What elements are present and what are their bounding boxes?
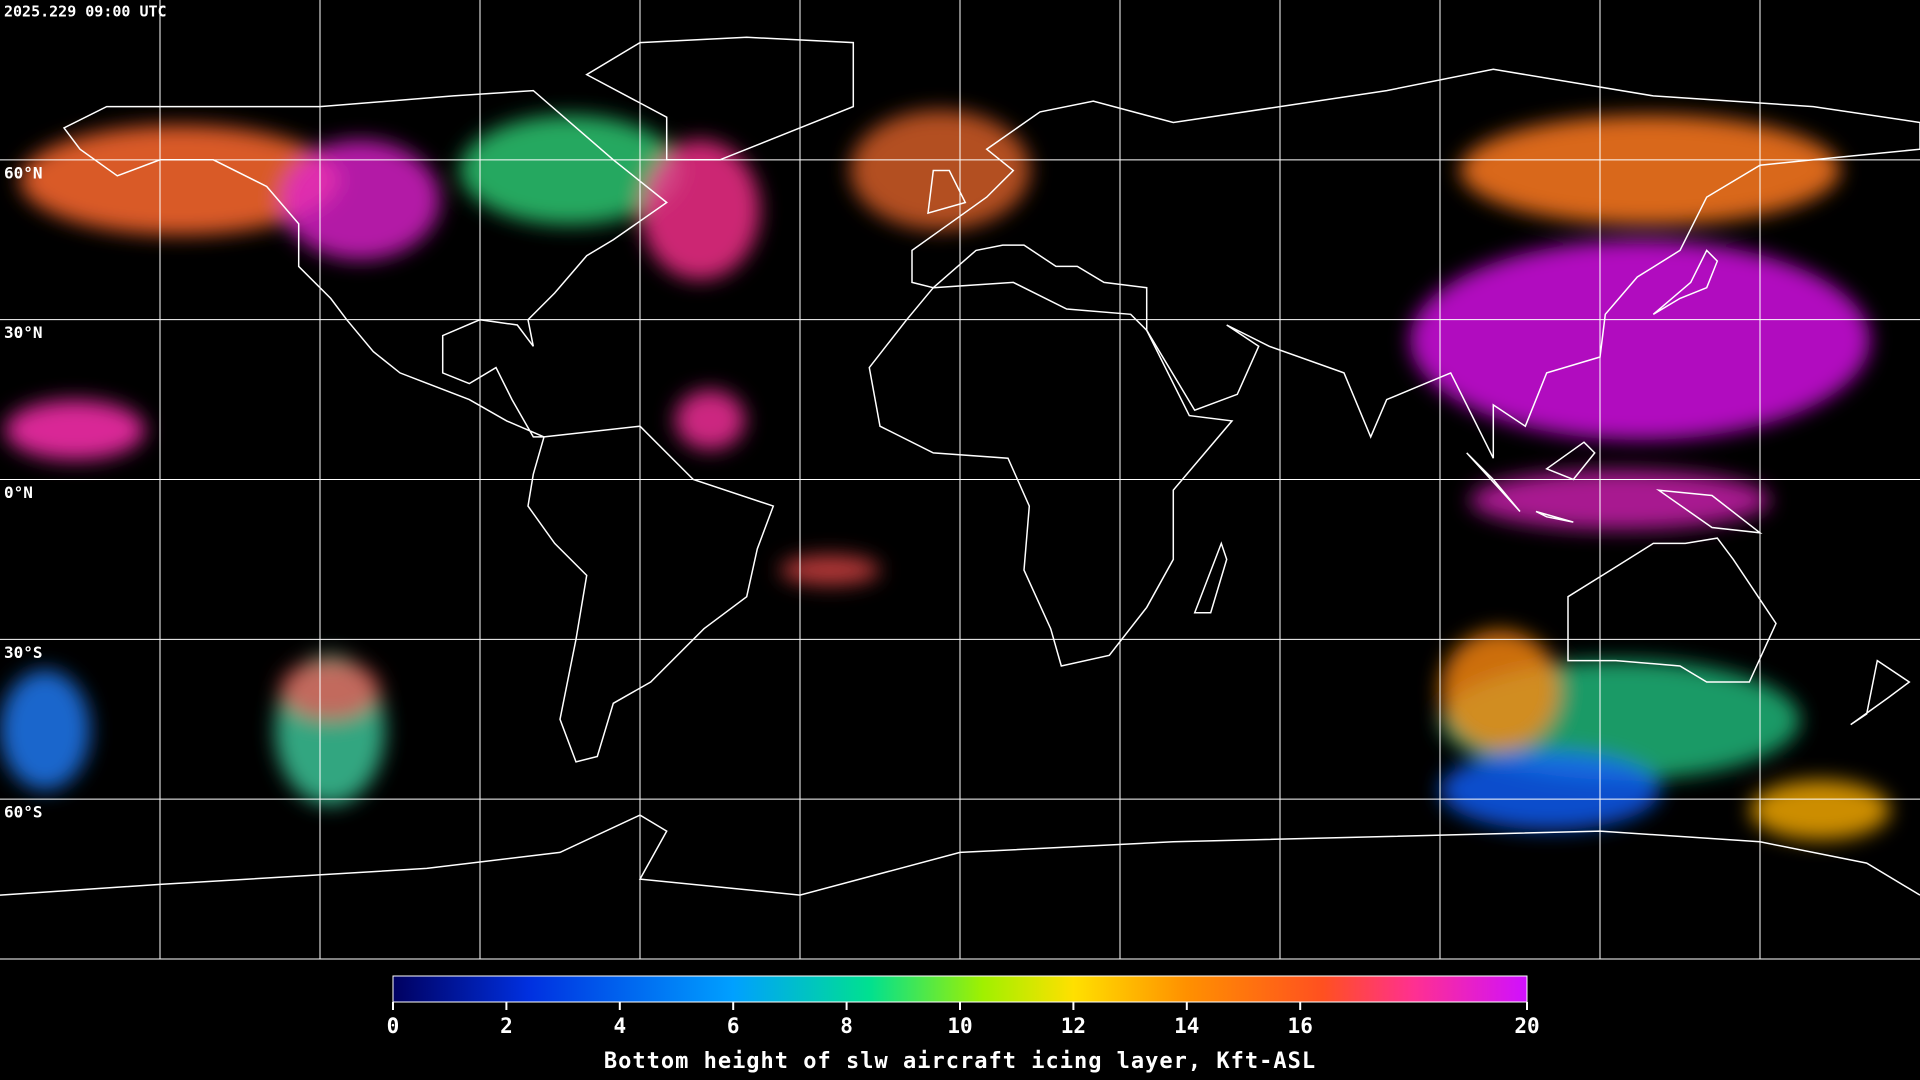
graticule <box>0 0 1920 960</box>
coastline <box>911 68 1920 459</box>
coastline <box>62 89 668 438</box>
cloud <box>1440 630 1560 750</box>
latitude-label: 30°N <box>4 323 43 342</box>
cloud <box>280 660 380 720</box>
colorbar-tick-label: 4 <box>613 1014 626 1038</box>
cloud <box>5 400 145 460</box>
colorbar-title: Bottom height of slw aircraft icing laye… <box>604 1049 1316 1074</box>
latitude-label: 0°N <box>4 483 33 502</box>
colorbar <box>392 975 1528 1003</box>
colorbar-tick-label: 20 <box>1514 1014 1539 1038</box>
cloud <box>780 555 880 585</box>
coastline <box>1567 537 1777 683</box>
coastline <box>1535 510 1574 523</box>
cloud <box>675 390 745 450</box>
colorbar-tick-label: 14 <box>1174 1014 1199 1038</box>
colorbar-tick-label: 12 <box>1061 1014 1086 1038</box>
coastline <box>1193 541 1228 614</box>
latitude-label: 60°S <box>4 803 43 822</box>
colorbar-tick-label: 16 <box>1288 1014 1313 1038</box>
colorbar-tick-label: 10 <box>947 1014 972 1038</box>
colorbar-tick-label: 8 <box>840 1014 853 1038</box>
labels: 2025.229 09:00 UTC 60°N 30°N 0°N 30°S 60°S <box>4 3 167 822</box>
colorbar-tick-label: 2 <box>500 1014 513 1038</box>
cloud <box>0 670 90 790</box>
timestamp: 2025.229 09:00 UTC <box>4 3 167 21</box>
coastline <box>1652 249 1719 315</box>
colorbar-tick-label: 0 <box>387 1014 400 1038</box>
cloud <box>460 115 680 225</box>
cloud <box>1460 115 1840 225</box>
colorbar-tick-label: 6 <box>727 1014 740 1038</box>
latitude-label: 30°S <box>4 643 43 662</box>
coastline <box>1655 489 1763 534</box>
coastline <box>1466 452 1521 513</box>
coastline <box>585 36 855 161</box>
coastline <box>0 814 1920 896</box>
cloud <box>640 140 760 280</box>
latitude-label: 60°N <box>4 163 43 182</box>
coastline <box>868 281 1234 667</box>
cloud <box>280 140 440 260</box>
coastline <box>1545 441 1596 481</box>
coastlines <box>0 36 1920 896</box>
coastline <box>927 169 967 215</box>
cloud <box>20 125 340 235</box>
cloud <box>1440 750 1660 830</box>
coastline <box>1850 659 1911 726</box>
coastline <box>527 425 775 763</box>
cloud <box>1750 780 1890 840</box>
cloud <box>1410 240 1870 440</box>
colorbar-ticks: 0 2 4 6 8 10 12 14 16 20 <box>387 1002 1540 1038</box>
